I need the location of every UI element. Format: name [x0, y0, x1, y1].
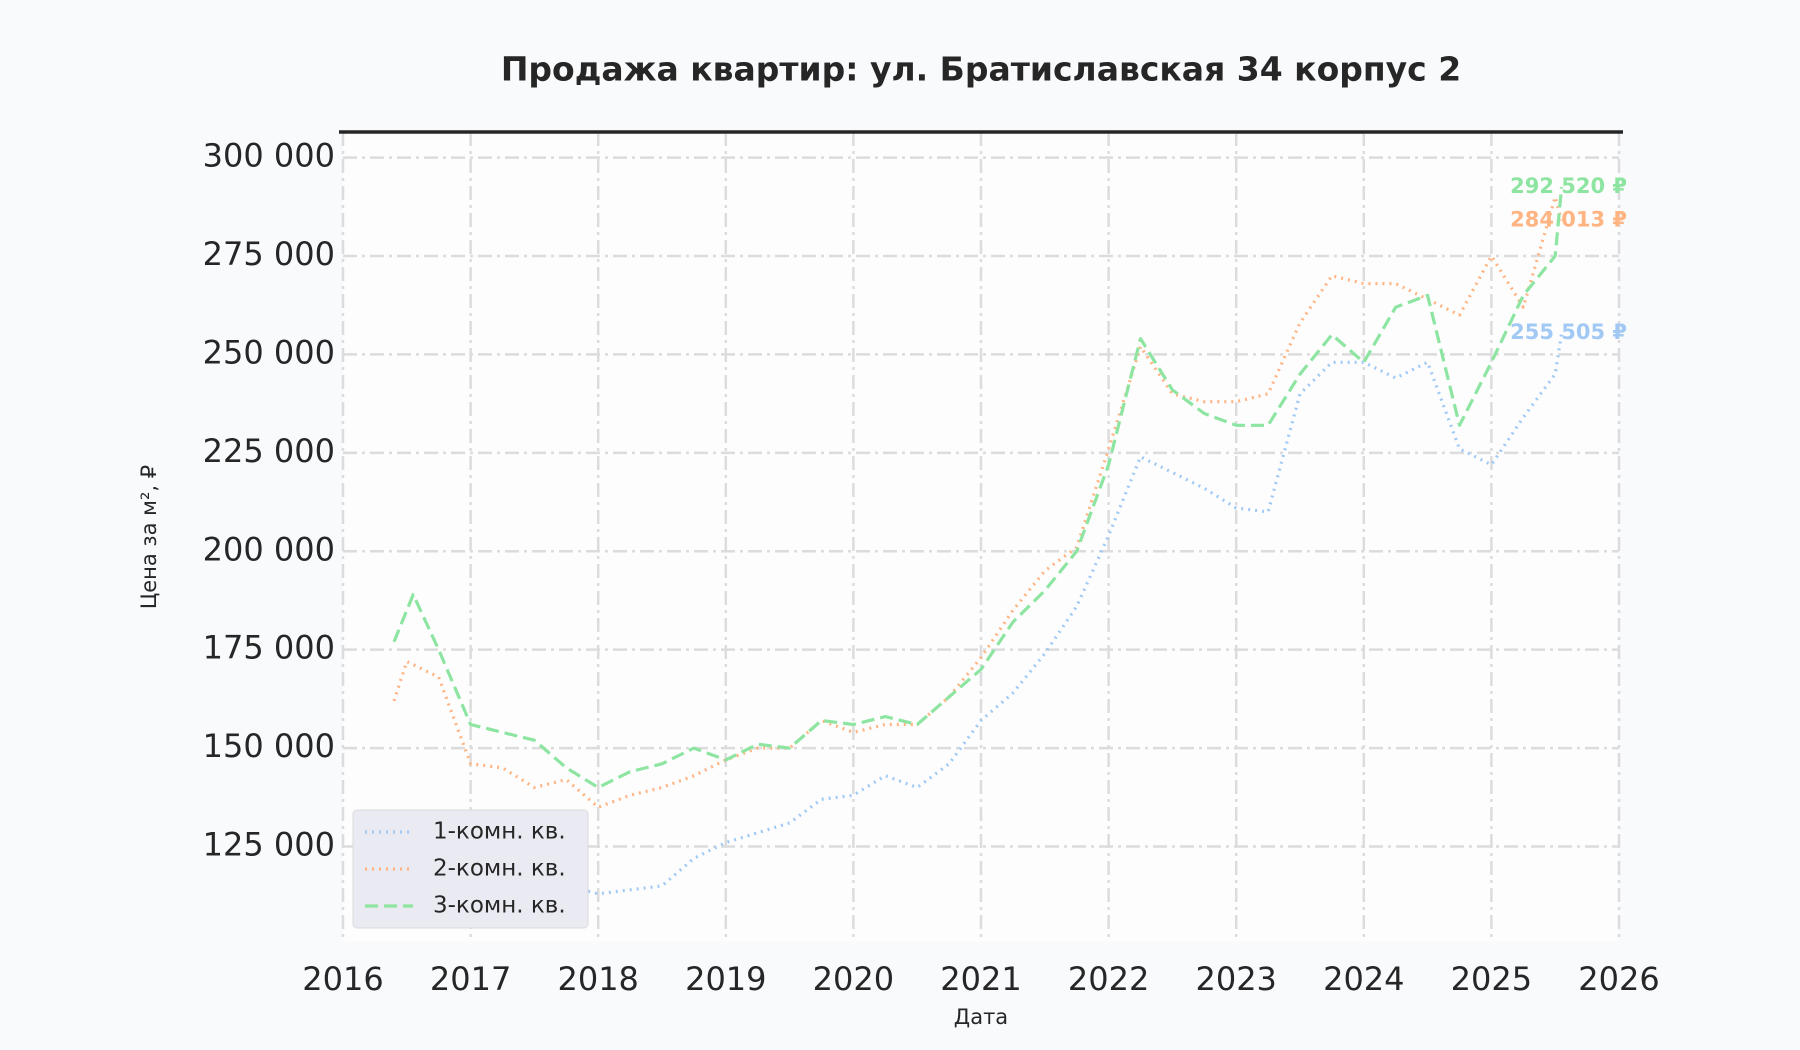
x-tick-label: 2019	[685, 960, 766, 998]
y-tick-label: 175 000	[203, 629, 335, 667]
x-tick-label: 2020	[813, 960, 894, 998]
x-tick-label: 2024	[1323, 960, 1404, 998]
y-tick-label: 250 000	[203, 333, 335, 371]
x-tick-label: 2021	[940, 960, 1021, 998]
legend-box	[352, 809, 589, 929]
y-axis-label: Цена за м², ₽	[137, 465, 161, 609]
legend-label: 2-комн. кв.	[433, 856, 566, 882]
y-tick-label: 150 000	[203, 727, 335, 765]
x-tick-label: 2018	[557, 960, 638, 998]
x-axis-label: Дата	[954, 1005, 1008, 1029]
plot-area	[343, 132, 1619, 941]
x-tick-label: 2016	[302, 960, 383, 998]
x-tick-label: 2026	[1578, 960, 1659, 998]
end-value-label: 292 520 ₽	[1510, 174, 1627, 198]
y-tick-label: 300 000	[203, 137, 335, 175]
y-tick-label: 200 000	[203, 530, 335, 568]
x-tick-label: 2023	[1195, 960, 1276, 998]
x-tick-label: 2025	[1451, 960, 1532, 998]
y-tick-label: 125 000	[203, 826, 335, 864]
legend-label: 3-комн. кв.	[433, 893, 566, 919]
end-value-label: 284 013 ₽	[1510, 208, 1627, 232]
end-value-label: 255 505 ₽	[1510, 320, 1627, 344]
chart-title: Продажа квартир: ул. Братиславская 34 ко…	[501, 50, 1461, 89]
series-line	[392, 186, 1564, 790]
legend-label: 1-комн. кв.	[433, 819, 566, 845]
y-tick-label: 225 000	[203, 432, 335, 470]
x-tick-label: 2022	[1068, 960, 1149, 998]
x-tick-label: 2017	[430, 960, 511, 998]
series-line	[392, 195, 1564, 809]
y-tick-label: 275 000	[203, 235, 335, 273]
